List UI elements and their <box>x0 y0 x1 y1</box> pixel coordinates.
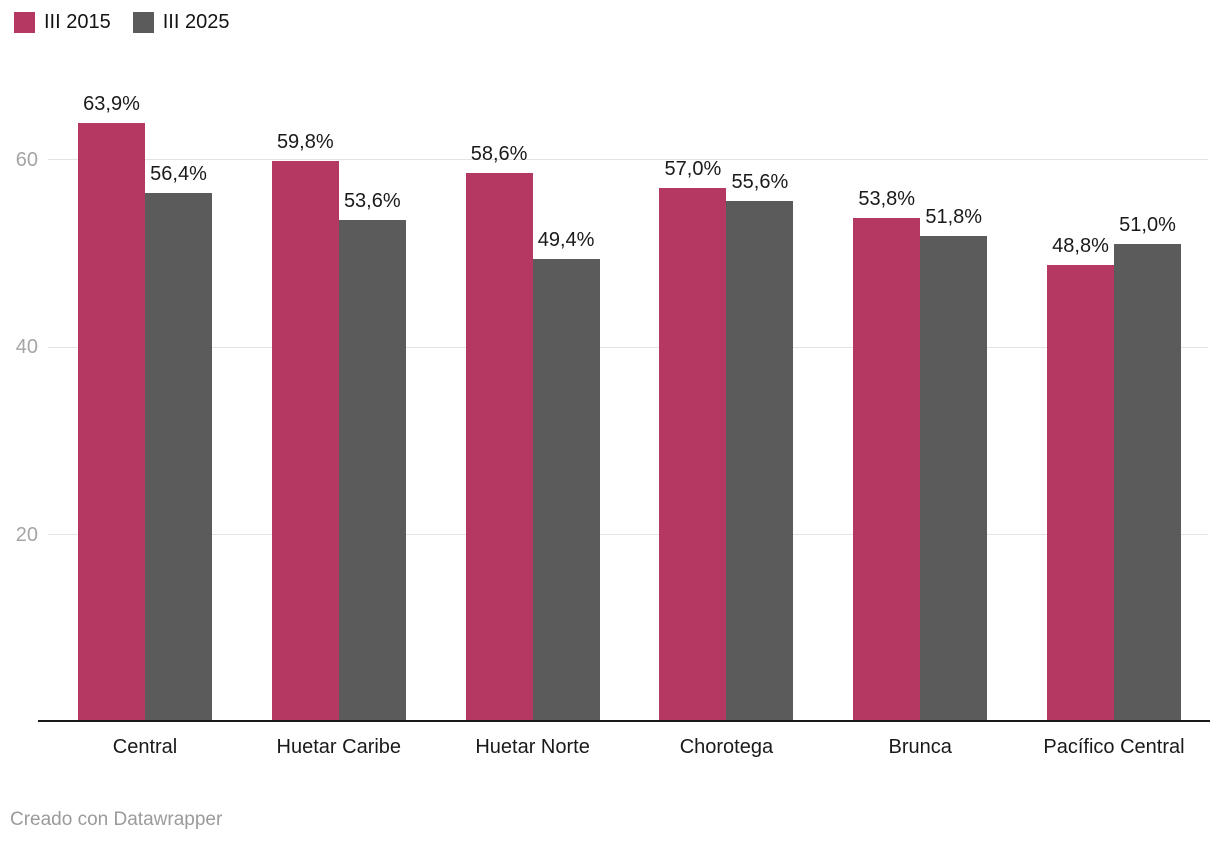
bar-central-iii-2025[interactable] <box>145 193 212 722</box>
bar-chorotega-iii-2015[interactable] <box>659 187 727 722</box>
bar-brunca-iii-2025[interactable] <box>920 236 988 722</box>
value-label-brunca-iii-2025: 51,8% <box>925 206 983 229</box>
bar-central-iii-2015[interactable] <box>78 122 145 722</box>
legend-swatch-iii-2015 <box>14 12 35 33</box>
bar-chorotega-iii-2025[interactable] <box>726 200 794 722</box>
legend: III 2015 III 2025 <box>14 11 229 34</box>
value-label-huetar-caribe-iii-2025: 53,6% <box>343 189 401 212</box>
category-label-huetar-caribe: Huetar Caribe <box>276 736 402 758</box>
legend-item-iii-2025: III 2025 <box>132 11 230 34</box>
y-tick-label-60: 60 <box>15 148 38 171</box>
bar-huetar-caribe-iii-2025[interactable] <box>338 219 406 722</box>
value-label-chorotega-iii-2015: 57,0% <box>664 157 722 180</box>
gridline-20 <box>48 534 1208 535</box>
gridline-60 <box>48 159 1208 160</box>
bar-huetar-norte-iii-2025[interactable] <box>532 258 600 722</box>
value-label-brunca-iii-2015: 53,8% <box>858 187 916 210</box>
value-label-central-iii-2025: 56,4% <box>150 163 207 186</box>
bar-huetar-norte-iii-2015[interactable] <box>465 172 533 722</box>
bar-pacífico-central-iii-2025[interactable] <box>1114 243 1181 722</box>
value-label-huetar-norte-iii-2015: 58,6% <box>470 142 528 165</box>
value-label-pacífico-central-iii-2015: 48,8% <box>1052 234 1109 257</box>
bar-brunca-iii-2015[interactable] <box>853 217 921 722</box>
bar-huetar-caribe-iii-2015[interactable] <box>271 161 339 722</box>
attribution-text: Creado con Datawrapper <box>10 809 223 830</box>
x-axis-line <box>38 720 1210 722</box>
category-label-pacífico-central: Pacífico Central <box>1043 736 1185 758</box>
bar-pacífico-central-iii-2015[interactable] <box>1047 264 1114 722</box>
gridline-40 <box>48 346 1208 348</box>
legend-label-iii-2015: III 2015 <box>44 11 111 33</box>
category-label-huetar-norte: Huetar Norte <box>475 736 590 758</box>
legend-swatch-iii-2025 <box>132 12 154 33</box>
value-label-huetar-norte-iii-2025: 49,4% <box>537 228 595 251</box>
y-tick-label-20: 20 <box>15 523 38 546</box>
value-label-central-iii-2015: 63,9% <box>83 92 140 115</box>
value-label-huetar-caribe-iii-2015: 59,8% <box>276 131 334 154</box>
legend-item-iii-2015: III 2015 <box>14 11 111 34</box>
legend-label-iii-2025: III 2025 <box>162 11 230 33</box>
category-label-brunca: Brunca <box>888 736 952 758</box>
category-label-central: Central <box>112 736 178 758</box>
value-label-pacífico-central-iii-2025: 51,0% <box>1119 213 1176 236</box>
plot-area: 20 40 60 63,9% 56,4% Central 59,8% 53,6% Huetar … <box>15 92 1210 758</box>
y-tick-label-40: 40 <box>15 336 38 358</box>
category-label-chorotega: Chorotega <box>679 736 774 758</box>
value-label-chorotega-iii-2025: 55,6% <box>731 170 789 193</box>
